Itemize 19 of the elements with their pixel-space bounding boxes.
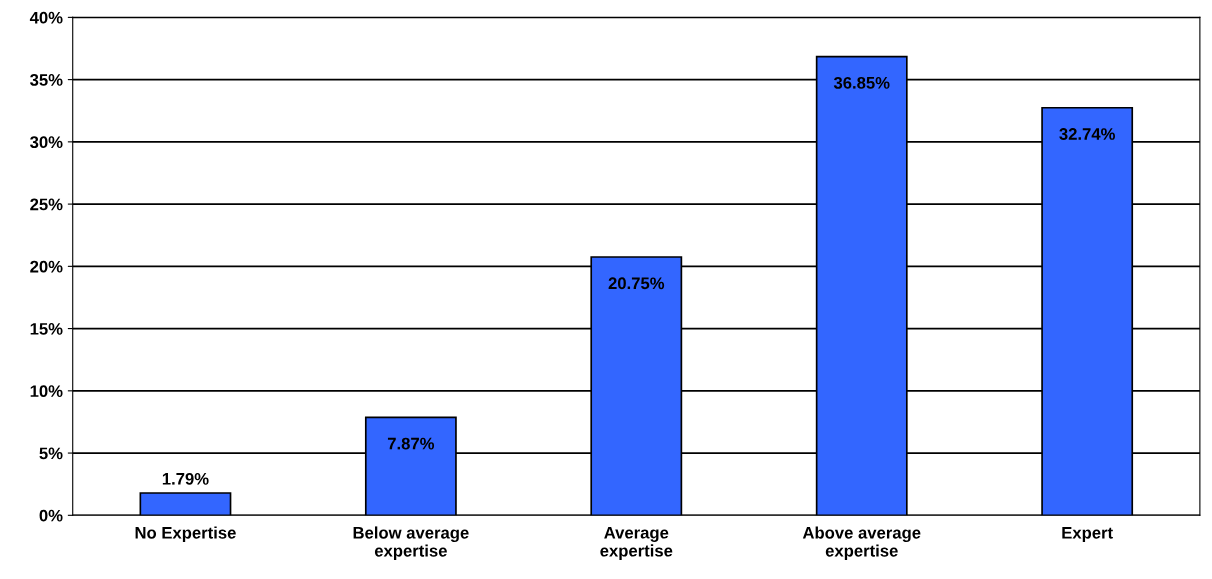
y-tick-label: 35% — [30, 74, 63, 86]
x-tick-label: Below average expertise — [353, 526, 469, 560]
y-tick-label: 10% — [30, 385, 63, 398]
x-tick-label: Average expertise — [600, 526, 673, 560]
data-label: 7.87% — [387, 437, 435, 450]
x-tick-label: No Expertise — [135, 526, 236, 542]
y-tick-label: 40% — [29, 11, 63, 24]
y-tick-label: 0% — [39, 509, 63, 522]
x-tick-label: Expert — [1062, 527, 1113, 542]
y-tick-label: 25% — [30, 198, 63, 211]
data-label: 20.75% — [608, 277, 665, 290]
data-label: 32.74% — [1059, 128, 1115, 140]
x-tick-label: Above average expertise — [802, 526, 921, 560]
y-tick-label: 5% — [39, 447, 63, 460]
y-tick-label: 20% — [30, 260, 63, 273]
y-tick-label: 15% — [30, 323, 63, 335]
y-tick-label: 30% — [30, 136, 63, 149]
data-label: 36.85% — [833, 76, 890, 89]
data-label: 1.79% — [162, 472, 209, 485]
